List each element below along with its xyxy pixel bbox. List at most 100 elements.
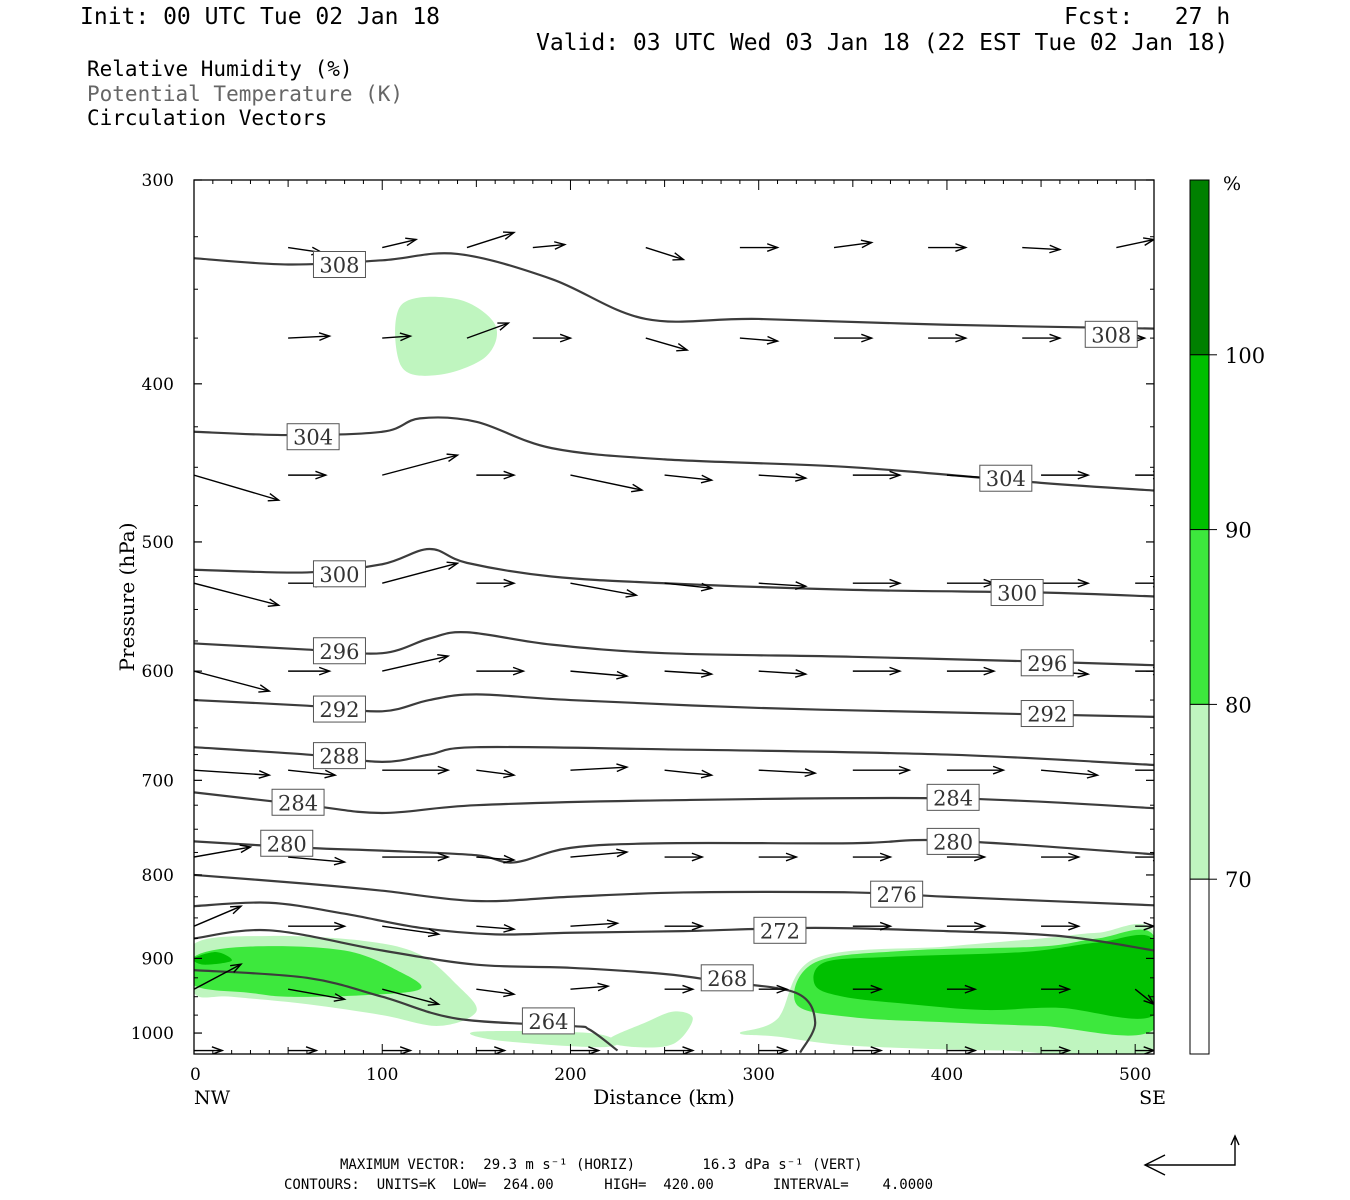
vector-arrow (288, 921, 347, 931)
vector-head (588, 1046, 601, 1054)
theta-contour-272 (194, 901, 1154, 952)
vector-head (879, 852, 893, 862)
vector-head (870, 1046, 884, 1054)
vector-arrow (194, 963, 243, 990)
vector-head (503, 988, 517, 998)
vector-arrow (570, 582, 639, 598)
vector-arrow (946, 765, 1006, 775)
vector-arrow (852, 765, 912, 775)
vector-arrow (852, 921, 893, 931)
colorbar-segment (1189, 878, 1210, 1055)
vector-head (258, 770, 272, 779)
vector-head (625, 589, 639, 598)
x-axis-label: Distance (km) (593, 1085, 735, 1109)
vector-arrow (1022, 244, 1062, 254)
vector-arrow (1041, 852, 1081, 862)
contour-label-box (1020, 649, 1074, 677)
vector-arrow (946, 578, 997, 588)
vector-head (700, 669, 714, 678)
vector-arrow (739, 243, 780, 252)
x-tick-label: 300 (742, 1065, 774, 1085)
vector-head (1143, 921, 1154, 931)
vector-head (795, 473, 808, 482)
vector-arrow (476, 578, 517, 588)
reference-vector-head-h (1143, 1154, 1166, 1176)
contour-label-box (312, 560, 366, 588)
colorbar-label: 80 (1225, 693, 1252, 717)
contour-label-300: 300 (997, 582, 1037, 606)
vector-shaft (1134, 988, 1154, 1005)
vector-head (446, 453, 460, 462)
contour-label-280: 280 (933, 830, 973, 854)
colorbar-label: 100 (1225, 344, 1265, 368)
contour-label-284: 284 (278, 791, 318, 815)
vector-shaft (382, 562, 458, 584)
contour-label-276: 276 (877, 883, 917, 907)
vector-arrow (664, 921, 705, 931)
reference-vector-icon (1143, 1134, 1240, 1176)
rh-shade-rh-80-90-0 (194, 946, 422, 997)
vector-arrow (1135, 470, 1154, 480)
vector-arrow (664, 852, 705, 862)
vector-arrow (194, 844, 253, 858)
vector-head (795, 581, 808, 591)
vector-shaft (645, 337, 688, 351)
vector-shaft (476, 856, 515, 861)
contour-label-308: 308 (319, 254, 359, 278)
vector-head (503, 769, 517, 779)
vector-head (230, 963, 243, 973)
contour-label-308: 308 (1091, 323, 1131, 347)
vector-arrow (194, 769, 272, 779)
vector-head (766, 335, 780, 345)
vector-arrow (382, 237, 419, 249)
vector-arrow (852, 984, 884, 994)
vector-head (333, 993, 347, 1002)
vector-shaft (288, 856, 345, 863)
vector-head (682, 984, 695, 994)
rh-shade-rh-70-80-3 (608, 1011, 693, 1048)
plot-frame (193, 179, 1155, 1055)
vector-shaft (664, 670, 712, 675)
vector-shaft (382, 988, 439, 1005)
vector-arrow (194, 582, 281, 607)
vector-head (691, 852, 705, 862)
colorbar-segment (1189, 703, 1210, 880)
y-tick-label: 400 (142, 375, 174, 395)
y-tick-label: 300 (142, 171, 174, 191)
vector-head (1058, 984, 1072, 994)
vector-head (1068, 921, 1081, 931)
vector-arrow (532, 241, 567, 250)
vector-arrow (852, 470, 902, 480)
vector-shaft (758, 474, 806, 479)
vector-shaft (194, 474, 279, 501)
vector-arrow (287, 988, 347, 1002)
vector-head (983, 666, 997, 676)
vector-head (672, 252, 686, 261)
vector-head (682, 1046, 695, 1054)
vector-shaft (476, 988, 515, 995)
rh-shade-rh-70-80-1 (395, 296, 498, 376)
rh-shade-rh-90-100-0 (194, 952, 232, 965)
vector-shaft (664, 769, 712, 776)
vector-arrow (194, 474, 281, 502)
contour-label-box (312, 742, 366, 770)
vector-arrow (382, 765, 451, 775)
vector-shaft (288, 335, 330, 339)
vector-arrow (476, 666, 526, 676)
vector-shaft (570, 670, 628, 677)
vector-arrow (833, 239, 874, 249)
contour-label-box (312, 251, 366, 279)
contour-label-296: 296 (1027, 652, 1067, 676)
vector-arrow (1135, 769, 1154, 771)
valid-time: Valid: 03 UTC Wed 03 Jan 18 (22 EST Tue … (536, 30, 1229, 56)
vector-head (804, 768, 818, 778)
vector-head (776, 984, 789, 994)
vector-arrow (532, 333, 573, 343)
vector-shaft (570, 985, 609, 990)
x-tick-label: 100 (366, 1065, 398, 1085)
vector-shaft (758, 670, 806, 675)
colorbar-segment (1189, 179, 1210, 356)
vector-shaft (532, 243, 565, 249)
vector-arrow (288, 666, 332, 676)
vector-head (860, 239, 874, 249)
